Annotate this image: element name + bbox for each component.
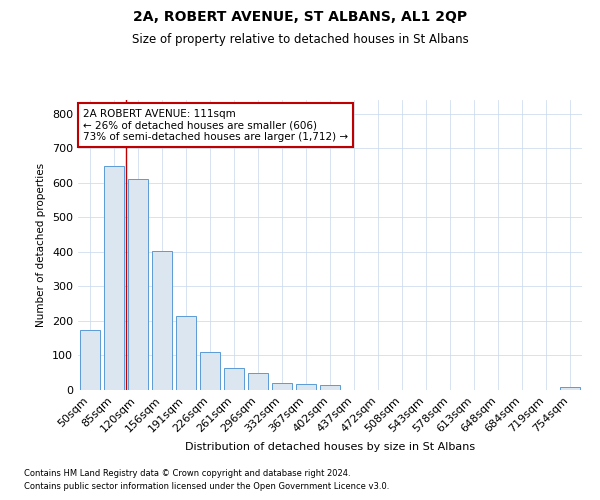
Bar bbox=[560, 387, 580, 390]
Bar bbox=[104, 166, 124, 390]
Bar bbox=[200, 352, 220, 390]
Bar bbox=[248, 374, 268, 390]
Bar bbox=[80, 330, 100, 390]
Bar bbox=[272, 383, 292, 390]
Bar bbox=[296, 384, 316, 390]
Bar bbox=[152, 251, 172, 390]
Bar bbox=[320, 385, 340, 390]
Bar bbox=[224, 368, 244, 390]
Text: Contains HM Land Registry data © Crown copyright and database right 2024.: Contains HM Land Registry data © Crown c… bbox=[24, 468, 350, 477]
Text: 2A ROBERT AVENUE: 111sqm
← 26% of detached houses are smaller (606)
73% of semi-: 2A ROBERT AVENUE: 111sqm ← 26% of detach… bbox=[83, 108, 348, 142]
Text: Contains public sector information licensed under the Open Government Licence v3: Contains public sector information licen… bbox=[24, 482, 389, 491]
Text: Distribution of detached houses by size in St Albans: Distribution of detached houses by size … bbox=[185, 442, 475, 452]
Bar bbox=[176, 316, 196, 390]
Text: 2A, ROBERT AVENUE, ST ALBANS, AL1 2QP: 2A, ROBERT AVENUE, ST ALBANS, AL1 2QP bbox=[133, 10, 467, 24]
Y-axis label: Number of detached properties: Number of detached properties bbox=[37, 163, 46, 327]
Bar bbox=[128, 180, 148, 390]
Text: Size of property relative to detached houses in St Albans: Size of property relative to detached ho… bbox=[131, 32, 469, 46]
